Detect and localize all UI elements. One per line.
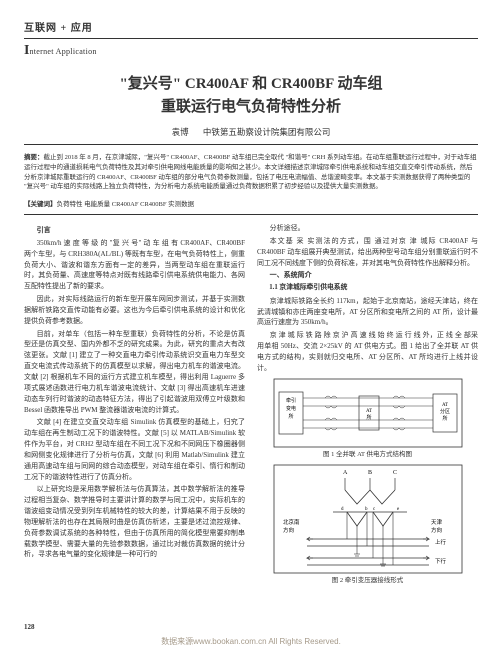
right-column: 分析途径。 本文基 采 实测法的方式，围 通过对京 津 城际 CR400AF 与… — [257, 223, 478, 590]
svg-text:分区: 分区 — [439, 408, 449, 415]
svg-text:北京南: 北京南 — [283, 518, 300, 526]
svg-text:上行: 上行 — [435, 538, 447, 546]
svg-text:C: C — [393, 470, 397, 476]
svg-text:所: 所 — [288, 413, 293, 420]
para: 京津城际铁路全长约 117km，起始于北京南站，途经天津站，终在武清城镇和亦庄两… — [257, 296, 478, 329]
svg-text:B: B — [368, 470, 372, 476]
abstract: 摘要：截止到 2018 年 8 月，在京津城际，"复兴号" CR400AF、CR… — [24, 153, 478, 192]
para: 文献 [4] 在建立交直交动车组 Simulink 仿真模型的基础上，归究了动车… — [24, 417, 245, 482]
author-name: 袁博 — [172, 127, 189, 137]
svg-text:方向: 方向 — [431, 526, 442, 534]
svg-text:AT: AT — [441, 403, 447, 408]
category-en: nternet Application — [29, 47, 96, 56]
para: 以上研究均是采用数学解析法与仿真算法，其中数学解析法的推导过程相当复杂、数学推导… — [24, 484, 245, 560]
para: 因此，对实际线路运行的新车型开展车网同步测试，并基于实测数据解析铁路交直传动能有… — [24, 294, 245, 327]
figure-2-caption: 图 2 牵引变压器接线形式 — [257, 576, 478, 586]
svg-text:AT: AT — [365, 409, 371, 414]
para: 京 津 城 际 铁 路 除 京 沪 高 速 线 始 终 运 行 线 外，正 线 … — [257, 330, 478, 373]
author-affiliation: 中铁第五勘察设计院集团有限公司 — [203, 127, 331, 137]
page-number: 128 — [24, 623, 35, 631]
svg-text:天津: 天津 — [431, 519, 443, 526]
heading-1-1: 1.1 京津城际牵引供电系统 — [257, 283, 478, 294]
left-column: 引言 350km/h 速 度 等 级 的 "复 兴 号" 动 车 组 有 CR4… — [24, 223, 245, 590]
svg-text:下行: 下行 — [435, 557, 447, 565]
para: 350km/h 速 度 等 级 的 "复 兴 号" 动 车 组 有 CR400A… — [24, 238, 245, 292]
para: 分析途径。 — [257, 223, 478, 234]
abstract-text: 截止到 2018 年 8 月，在京津城际，"复兴号" CR400AF、CR400… — [24, 154, 476, 190]
body-columns: 引言 350km/h 速 度 等 级 的 "复 兴 号" 动 车 组 有 CR4… — [24, 223, 478, 590]
para: 目前，对单车（包括一种车型重联）负荷特性的分析，不论是仿真型还是仿真交型、国内外… — [24, 329, 245, 416]
figure-2: A B C d b c e — [257, 464, 478, 586]
section-header: 互联网 + 应用 Internet Application — [24, 18, 478, 59]
svg-text:所: 所 — [442, 415, 447, 422]
keywords-items: 负荷特性 电能质量 CR400AF CR400BF 实测数据 — [57, 201, 195, 208]
keywords-label: 【关键词】 — [24, 201, 57, 208]
title-line-2: 重联运行电气负荷特性分析 — [34, 96, 468, 119]
para: 本文基 采 实测法的方式，围 通过对京 津 城际 CR400AF 与 CR400… — [257, 236, 478, 269]
title-line-1: "复兴号" CR400AF 和 CR400BF 动车组 — [34, 73, 468, 96]
author-line: 袁博 中铁第五勘察设计院集团有限公司 — [24, 126, 478, 145]
figure-1: 牵引 变电 所 AT 所 AT 分区 所 — [257, 378, 478, 460]
heading-intro: 引言 — [24, 225, 245, 236]
svg-text:牵引: 牵引 — [285, 397, 295, 404]
footer-watermark: 数据来源www.bookan.com.cn All Rights Reserve… — [0, 636, 502, 647]
abstract-label: 摘要： — [24, 154, 44, 161]
figure-1-caption: 图 1 全并联 AT 供电方式结构图 — [257, 450, 478, 460]
svg-text:方向: 方向 — [283, 526, 294, 534]
svg-text:A: A — [343, 470, 348, 476]
heading-1: 一、系统简介 — [257, 270, 478, 281]
paper-title: "复兴号" CR400AF 和 CR400BF 动车组 重联运行电气负荷特性分析 — [24, 73, 478, 118]
svg-text:变电: 变电 — [285, 405, 295, 412]
keywords: 【关键词】负荷特性 电能质量 CR400AF CR400BF 实测数据 — [24, 198, 478, 215]
category-cn: 互联网 + 应用 — [24, 23, 93, 34]
